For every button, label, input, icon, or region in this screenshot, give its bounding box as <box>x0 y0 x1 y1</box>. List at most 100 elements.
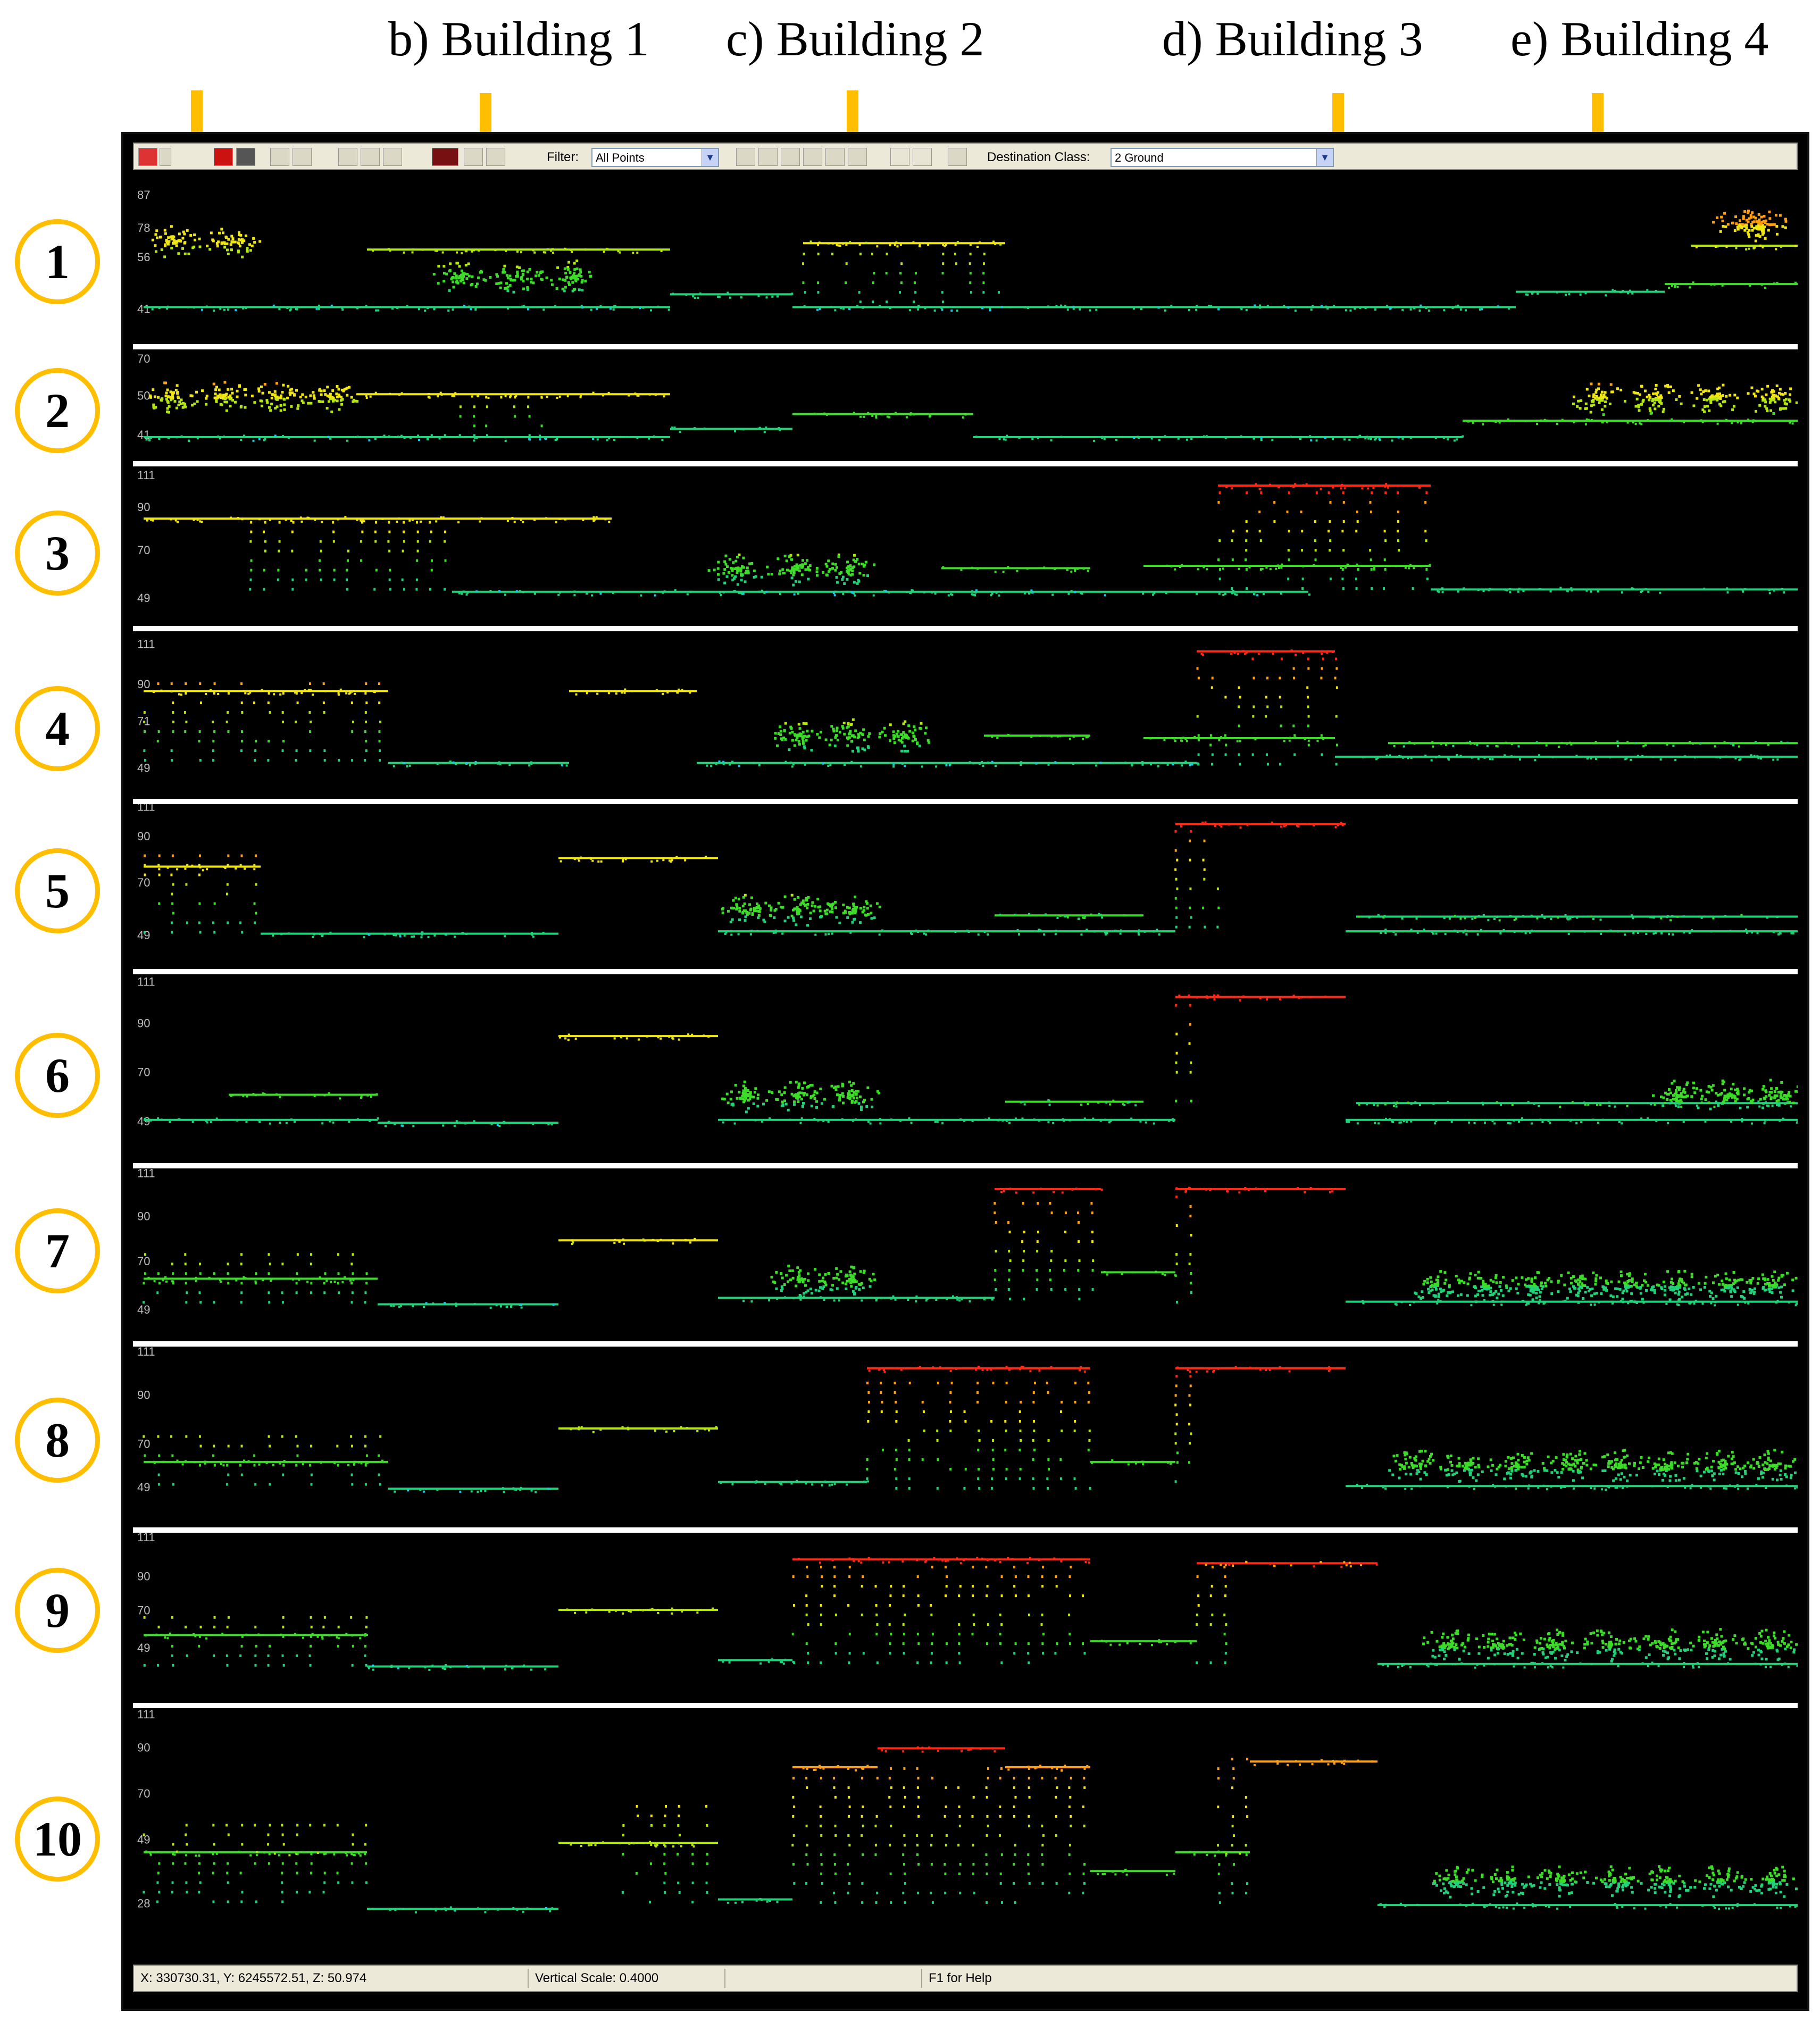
vegetation-point <box>1427 1291 1431 1294</box>
filter-select[interactable]: All Points ▼ <box>591 148 719 167</box>
classify-brush-icon[interactable] <box>736 148 755 166</box>
vegetation-point <box>790 914 794 917</box>
undo-icon[interactable] <box>890 148 909 166</box>
grid-icon[interactable] <box>236 148 255 166</box>
vegetation-point <box>1701 408 1705 412</box>
lidar-point <box>158 307 161 310</box>
vegetation-point <box>1777 1091 1780 1094</box>
color-palette-icon[interactable] <box>138 148 157 166</box>
lidar-point <box>393 765 395 767</box>
profile-panel[interactable]: 111 90 70 49 <box>133 804 1798 969</box>
lidar-point <box>1442 437 1445 439</box>
wall-point <box>1266 763 1269 766</box>
vegetation-point <box>1692 1087 1695 1090</box>
clipboard-icon[interactable] <box>383 148 402 166</box>
vegetation-point <box>532 281 535 285</box>
vegetation-point <box>1760 395 1764 398</box>
vegetation-point <box>530 278 533 281</box>
wall-point <box>997 291 1000 294</box>
vegetation-point <box>310 402 313 405</box>
vegetation-point <box>1743 224 1746 228</box>
vegetation-point <box>1463 1281 1466 1284</box>
profile-panel[interactable]: 87 78 56 41 <box>133 171 1798 344</box>
wall-point <box>1217 558 1220 562</box>
vegetation-point <box>777 901 780 905</box>
vegetation-point <box>1594 1280 1597 1283</box>
copy-icon[interactable] <box>338 148 357 166</box>
vegetation-point <box>862 1100 865 1104</box>
classify-fence-icon[interactable] <box>848 148 867 166</box>
lidar-point <box>1099 1119 1102 1122</box>
lidar-point <box>573 590 576 593</box>
profile-panel[interactable]: 111 90 70 49 <box>133 1168 1798 1341</box>
redo-icon[interactable] <box>913 148 932 166</box>
dropdown-icon[interactable] <box>160 148 171 166</box>
wall-point <box>365 682 368 686</box>
lidar-point <box>193 306 195 309</box>
vegetation-point <box>716 567 720 570</box>
lidar-point <box>1650 1103 1652 1106</box>
zoom-extent-icon[interactable] <box>270 148 289 166</box>
vegetation-point <box>278 396 281 399</box>
lidar-point <box>164 1276 167 1279</box>
lidar-point <box>822 762 824 765</box>
vegetation-point <box>787 1280 790 1283</box>
classify-polygon-icon[interactable] <box>781 148 800 166</box>
classify-line-icon[interactable] <box>758 148 778 166</box>
vegetation-point <box>230 388 233 391</box>
classify-below-icon[interactable] <box>803 148 822 166</box>
destination-class-select[interactable]: 2 Ground ▼ <box>1111 148 1334 167</box>
profile-panel[interactable]: 111 90 70 49 <box>133 466 1798 626</box>
lidar-point <box>704 855 707 858</box>
pan-icon[interactable] <box>293 148 312 166</box>
wall-point <box>1174 1004 1177 1007</box>
lidar-point <box>1495 421 1497 423</box>
lidar-point <box>1261 567 1264 570</box>
lidar-point <box>427 438 429 441</box>
vegetation-point <box>808 569 812 572</box>
vegetation-point <box>765 1099 769 1102</box>
vegetation-point <box>307 402 310 405</box>
bookmark-icon[interactable] <box>214 148 233 166</box>
lidar-point <box>1349 309 1352 312</box>
chevron-down-icon[interactable]: ▼ <box>1316 149 1333 166</box>
vegetation-point <box>779 570 782 573</box>
wall-point <box>1175 1061 1178 1064</box>
lidar-point <box>157 1117 160 1119</box>
lidar-point <box>273 693 275 696</box>
lock-icon[interactable] <box>464 148 483 166</box>
lidar-point <box>564 517 566 520</box>
class-display-icon[interactable] <box>948 148 967 166</box>
lidar-point <box>324 690 327 692</box>
profile-panel[interactable]: 111 90 70 49 <box>133 974 1798 1163</box>
profile-panel[interactable]: 70 50 41 <box>133 349 1798 461</box>
lidar-point <box>287 437 290 439</box>
vegetation-point <box>815 570 819 573</box>
wall-point <box>1356 520 1359 523</box>
vegetation-point <box>1466 1294 1469 1297</box>
lidar-point <box>1779 932 1782 935</box>
wall-point <box>858 243 861 246</box>
classify-above-icon[interactable] <box>825 148 845 166</box>
lidar-point <box>398 933 401 935</box>
lidar-point <box>1713 283 1716 286</box>
vegetation-point <box>848 911 851 914</box>
lidar-point <box>1364 307 1367 310</box>
vegetation-point <box>841 578 844 581</box>
export-icon[interactable] <box>486 148 505 166</box>
lidar-point <box>1791 422 1794 425</box>
chevron-down-icon[interactable]: ▼ <box>702 149 718 166</box>
lidar-point <box>258 518 261 521</box>
lidar-point <box>549 249 552 252</box>
profile-panel[interactable]: 111907149 <box>133 631 1798 799</box>
wall-point <box>430 569 433 572</box>
line-style-icon[interactable] <box>432 148 458 166</box>
vegetation-point <box>1557 1290 1560 1293</box>
select-area-icon[interactable] <box>361 148 380 166</box>
lidar-point <box>1026 307 1029 310</box>
lidar-point <box>976 567 979 570</box>
lidar-point <box>1149 762 1152 764</box>
wall-point <box>171 854 174 857</box>
lidar-point <box>1761 246 1764 249</box>
lidar-point <box>323 1094 326 1097</box>
